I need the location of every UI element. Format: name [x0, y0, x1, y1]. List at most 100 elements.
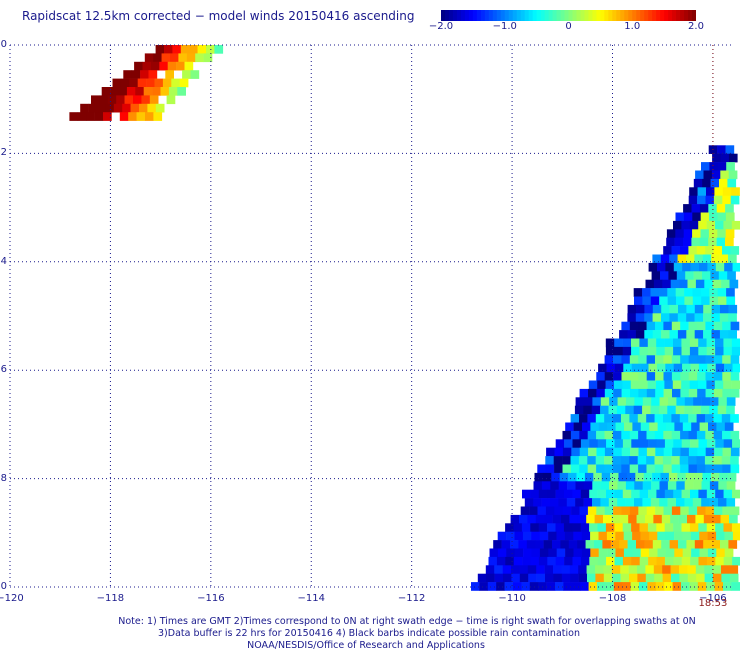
- wind-cell: [656, 523, 665, 532]
- wind-cell: [542, 498, 551, 507]
- wind-cell: [718, 406, 727, 415]
- wind-cell: [693, 481, 702, 490]
- wind-cell: [724, 439, 733, 448]
- wind-cell: [588, 431, 597, 440]
- wind-cell: [553, 515, 562, 524]
- wind-cell: [672, 389, 681, 398]
- y-tick-label: −6: [0, 364, 7, 375]
- wind-cell: [108, 95, 117, 104]
- wind-cell: [672, 355, 681, 364]
- wind-cell: [689, 372, 698, 381]
- wind-cell: [590, 532, 599, 541]
- wind-cell: [691, 423, 700, 432]
- wind-cell: [687, 565, 696, 574]
- wind-cell: [692, 213, 701, 222]
- wind-cell: [605, 431, 614, 440]
- wind-cell: [646, 574, 655, 583]
- wind-cell: [555, 448, 564, 457]
- wind-cell: [522, 523, 531, 532]
- wind-cell: [596, 431, 605, 440]
- wind-cell: [185, 62, 194, 71]
- wind-cell: [718, 162, 727, 171]
- wind-cell: [583, 406, 592, 415]
- wind-cell: [125, 95, 134, 104]
- wind-cell: [624, 532, 633, 541]
- wind-cell: [623, 364, 632, 373]
- wind-cell: [725, 423, 734, 432]
- wind-cell: [661, 313, 670, 322]
- wind-cell: [645, 565, 654, 574]
- wind-cell: [581, 439, 590, 448]
- wind-cell: [697, 414, 706, 423]
- wind-cell: [605, 355, 614, 364]
- wind-cell: [523, 532, 532, 541]
- wind-cell: [703, 473, 712, 482]
- wind-cell: [122, 104, 131, 113]
- wind-cell: [715, 582, 724, 591]
- wind-cell: [656, 381, 665, 390]
- wind-cell: [91, 95, 100, 104]
- wind-cell: [660, 397, 669, 406]
- wind-cell: [693, 406, 702, 415]
- wind-cell: [567, 498, 576, 507]
- wind-cell: [722, 414, 731, 423]
- wind-cell: [138, 79, 147, 88]
- wind-cell: [674, 549, 683, 558]
- wind-cell: [497, 557, 506, 566]
- wind-cell: [666, 532, 675, 541]
- wind-cell: [651, 498, 660, 507]
- wind-cell: [731, 448, 740, 457]
- wind-cell: [631, 381, 640, 390]
- wind-cell: [696, 565, 705, 574]
- wind-cell: [634, 397, 643, 406]
- wind-cell: [660, 271, 669, 280]
- wind-cell: [632, 364, 641, 373]
- wind-cell: [690, 557, 699, 566]
- wind-cell: [621, 465, 630, 474]
- wind-cell: [628, 515, 637, 524]
- wind-cell: [613, 507, 622, 516]
- wind-cell: [519, 515, 528, 524]
- wind-cell: [689, 322, 698, 331]
- wind-cell: [582, 549, 591, 558]
- wind-cell: [658, 423, 667, 432]
- wind-cell: [133, 95, 142, 104]
- wind-cell: [725, 238, 734, 247]
- wind-cell: [598, 490, 607, 499]
- y-tick-label: −8: [0, 473, 7, 484]
- wind-cell: [573, 532, 582, 541]
- wind-cell: [649, 549, 658, 558]
- wind-cell: [731, 389, 740, 398]
- wind-cell: [616, 549, 625, 558]
- wind-cell: [86, 112, 95, 121]
- wind-cell: [623, 557, 632, 566]
- wind-cell: [614, 339, 623, 348]
- wind-cell: [581, 523, 590, 532]
- wind-cell: [668, 397, 677, 406]
- wind-cell: [634, 288, 643, 297]
- wind-cell: [722, 389, 731, 398]
- wind-cell: [689, 507, 698, 516]
- wind-cell: [690, 347, 699, 356]
- wind-cell: [710, 498, 719, 507]
- wind-cell: [722, 507, 731, 516]
- wind-cell: [530, 582, 539, 591]
- wind-cell: [631, 347, 640, 356]
- wind-cell: [613, 355, 622, 364]
- wind-cell: [675, 229, 684, 238]
- wind-cell: [689, 465, 698, 474]
- wind-cell: [717, 229, 726, 238]
- wind-cell: [587, 565, 596, 574]
- wind-cell: [606, 339, 615, 348]
- wind-cell: [682, 523, 691, 532]
- wind-cell: [626, 481, 635, 490]
- wind-cell: [493, 540, 502, 549]
- wind-cell: [699, 263, 708, 272]
- wind-cell: [726, 162, 735, 171]
- wind-cell: [620, 515, 629, 524]
- wind-cell: [629, 565, 638, 574]
- wind-cell: [672, 246, 681, 255]
- wind-cell: [599, 532, 608, 541]
- wind-cell: [666, 423, 675, 432]
- wind-cell: [664, 389, 673, 398]
